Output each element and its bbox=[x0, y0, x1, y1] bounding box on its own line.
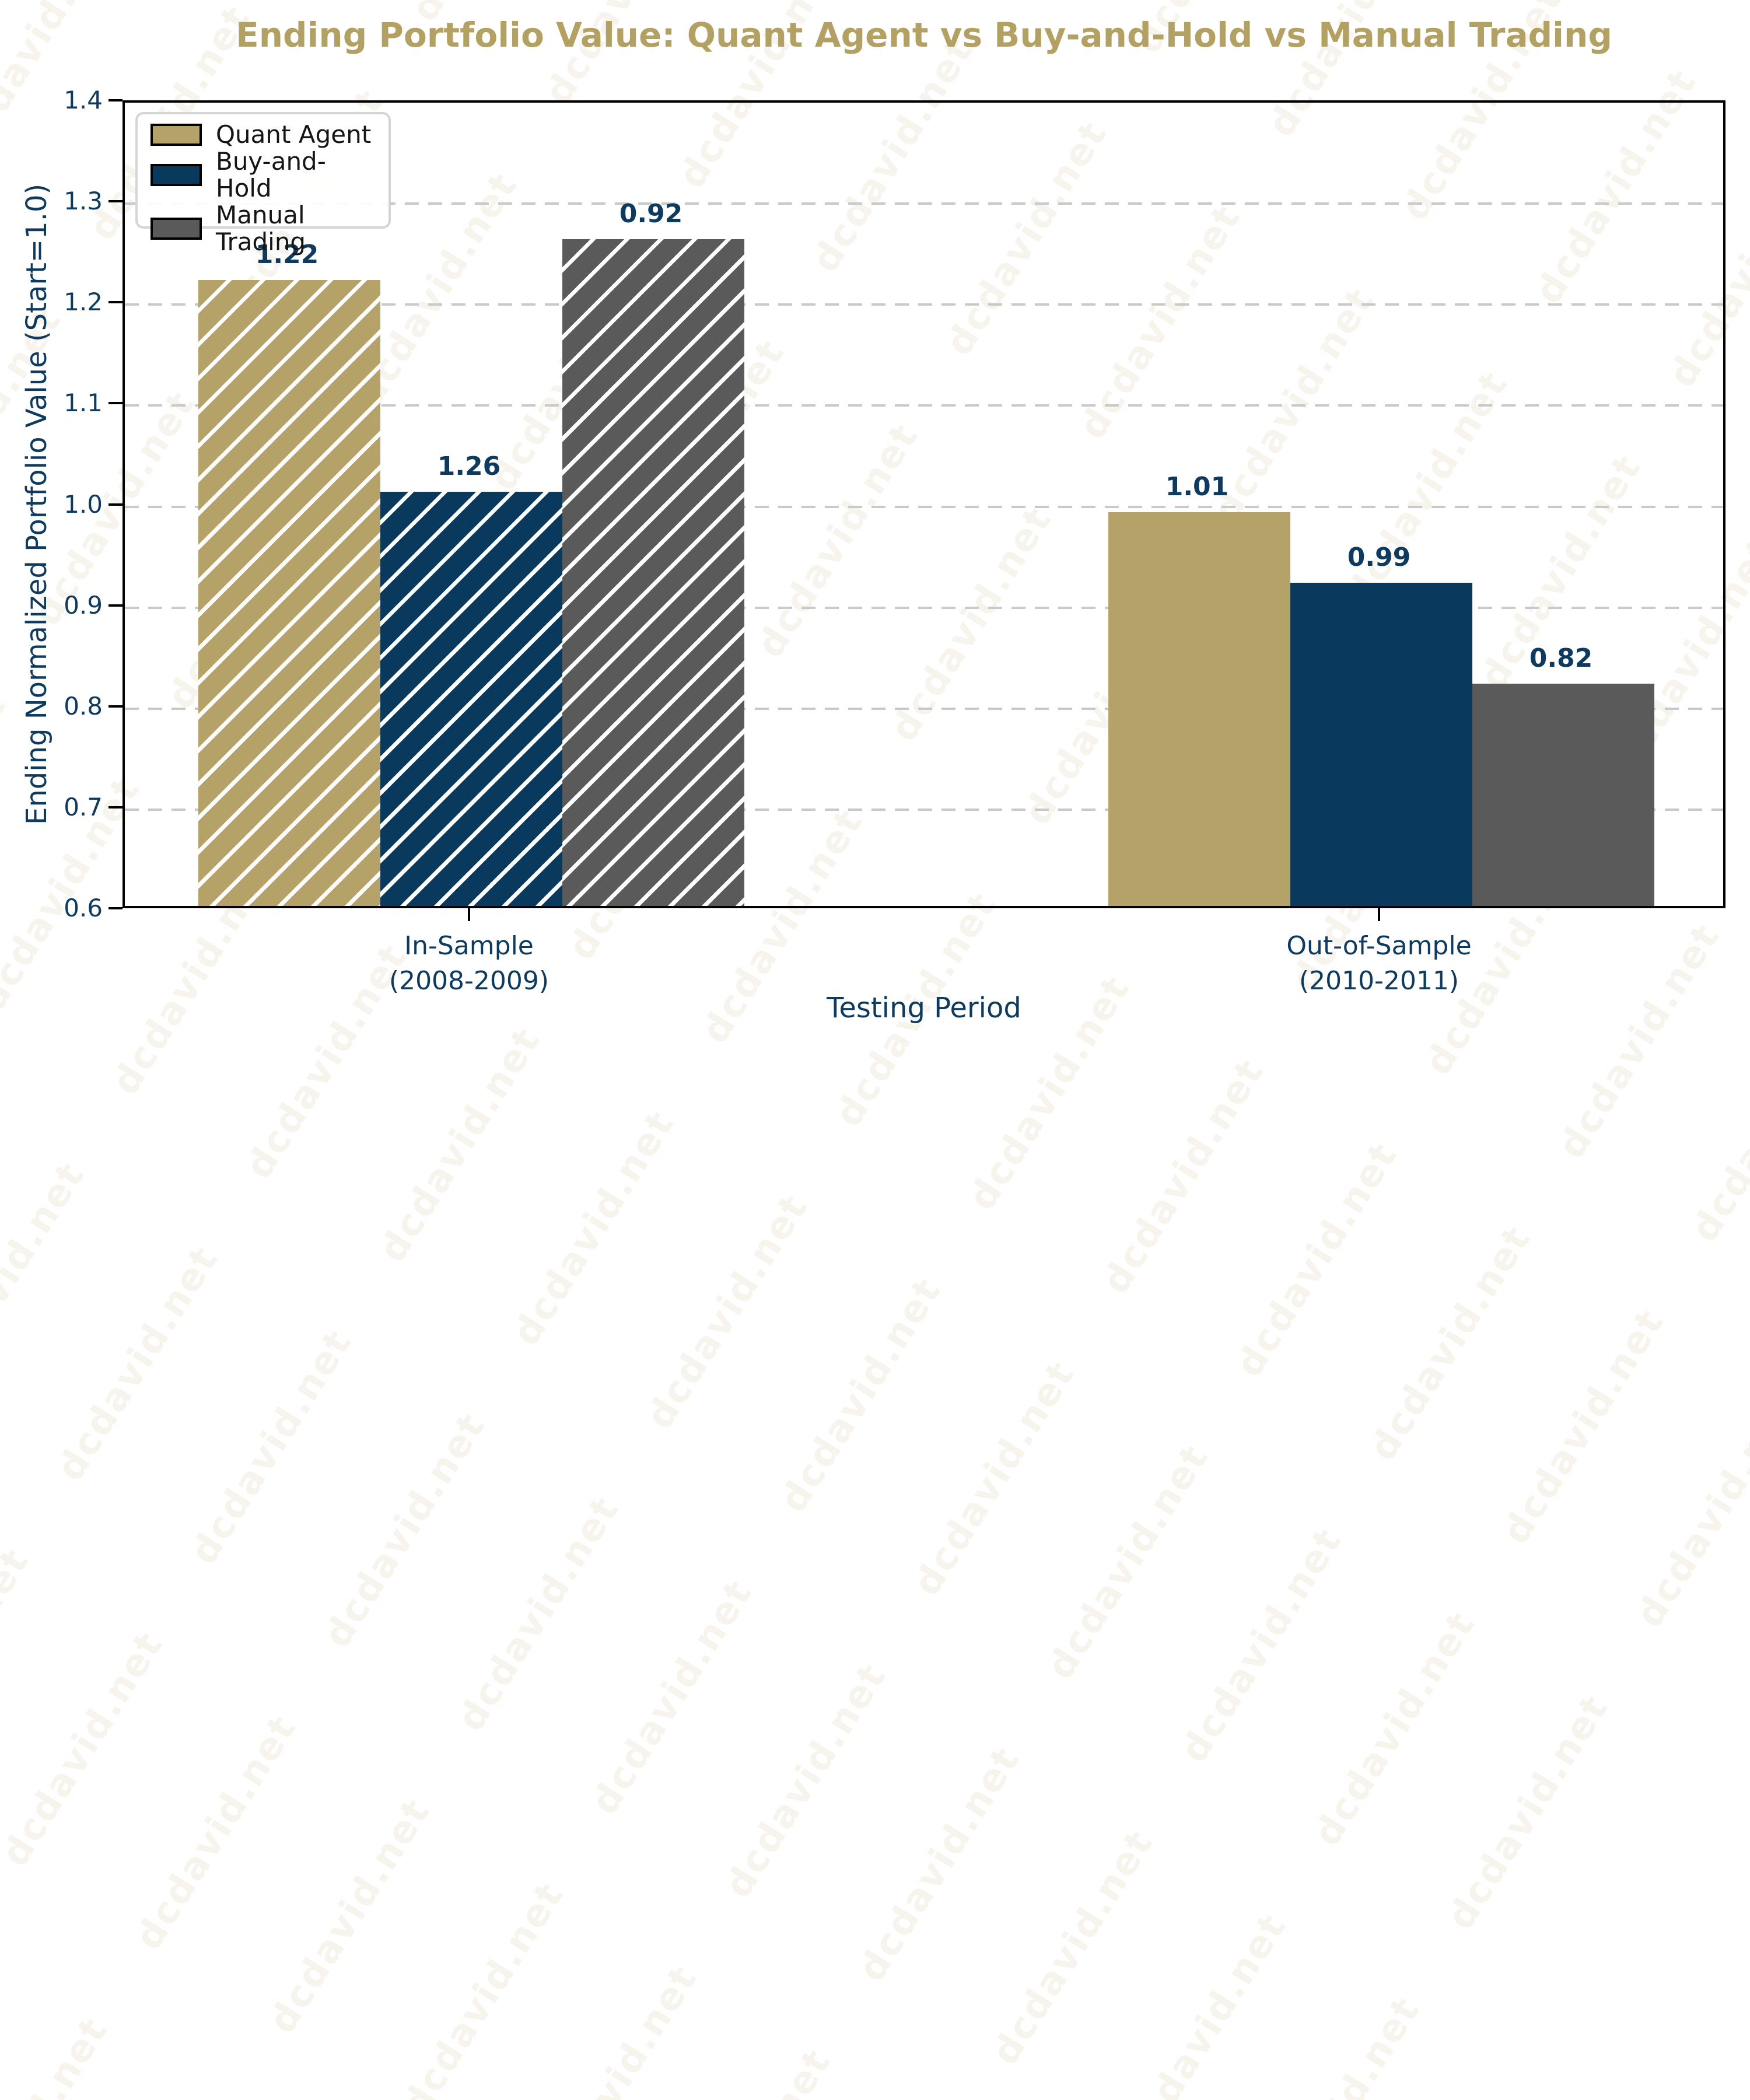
y-tick-mark bbox=[108, 402, 123, 405]
y-tick-label: 0.6 bbox=[64, 894, 103, 922]
x-axis-label: Testing Period bbox=[827, 992, 1021, 1024]
bar-value-label: 1.26 bbox=[437, 452, 501, 481]
y-tick-label: 1.4 bbox=[64, 86, 103, 114]
bar-value-label: 0.82 bbox=[1529, 643, 1593, 673]
y-tick-label: 1.1 bbox=[64, 388, 103, 418]
legend: Quant Agent Buy-and-Hold Manual Trading bbox=[135, 112, 391, 256]
x-tick-label: In-Sample (2008-2009) bbox=[388, 931, 550, 996]
plot-area bbox=[123, 100, 1726, 908]
bar-buy-and-hold-1 bbox=[380, 492, 562, 906]
gridline bbox=[125, 202, 1723, 205]
legend-label: Buy-and-Hold bbox=[216, 147, 326, 202]
y-tick-label: 1.2 bbox=[64, 288, 103, 317]
x-tick-mark bbox=[468, 908, 470, 921]
y-tick-label: 0.7 bbox=[64, 792, 103, 821]
gridline bbox=[125, 404, 1723, 407]
gridline bbox=[125, 808, 1723, 811]
legend-label: Manual Trading bbox=[216, 201, 306, 256]
x-tick-label: Out-of-Sample (2010-2011) bbox=[1286, 931, 1472, 996]
bar-manual-trading-2 bbox=[1472, 684, 1654, 906]
bar-value-label: 1.22 bbox=[255, 240, 319, 270]
y-tick-mark bbox=[108, 503, 123, 506]
legend-row: Buy-and-Hold bbox=[150, 148, 376, 202]
y-tick-mark bbox=[108, 806, 123, 808]
legend-row: Manual Trading bbox=[150, 202, 376, 256]
y-tick-label: 0.8 bbox=[64, 691, 103, 720]
y-tick-mark bbox=[108, 907, 123, 909]
bar-quant-agent-1 bbox=[198, 280, 380, 906]
legend-row: Quant Agent bbox=[150, 121, 376, 148]
gridline bbox=[125, 606, 1723, 609]
legend-swatch bbox=[150, 164, 202, 186]
gridline bbox=[125, 303, 1723, 306]
chart-title: Ending Portfolio Value: Quant Agent vs B… bbox=[236, 15, 1612, 55]
bar-quant-agent-2 bbox=[1108, 512, 1290, 906]
y-tick-label: 0.9 bbox=[64, 590, 103, 620]
gridline bbox=[125, 505, 1723, 508]
bar-value-label: 1.01 bbox=[1165, 472, 1229, 502]
y-tick-mark bbox=[108, 705, 123, 708]
bar-value-label: 0.92 bbox=[619, 199, 683, 229]
y-tick-mark bbox=[108, 99, 123, 102]
bar-manual-trading-1 bbox=[562, 239, 744, 906]
y-tick-mark bbox=[108, 200, 123, 203]
bar-value-label: 0.99 bbox=[1347, 542, 1411, 572]
y-tick-mark bbox=[108, 301, 123, 304]
bar-buy-and-hold-2 bbox=[1290, 583, 1472, 906]
legend-label: Quant Agent bbox=[216, 120, 372, 149]
x-tick-mark bbox=[1378, 908, 1380, 921]
y-tick-mark bbox=[108, 604, 123, 607]
legend-swatch bbox=[150, 124, 202, 146]
gridline bbox=[125, 707, 1723, 710]
y-tick-label: 1.3 bbox=[64, 187, 103, 216]
legend-swatch bbox=[150, 218, 202, 240]
y-tick-label: 1.0 bbox=[64, 489, 103, 519]
